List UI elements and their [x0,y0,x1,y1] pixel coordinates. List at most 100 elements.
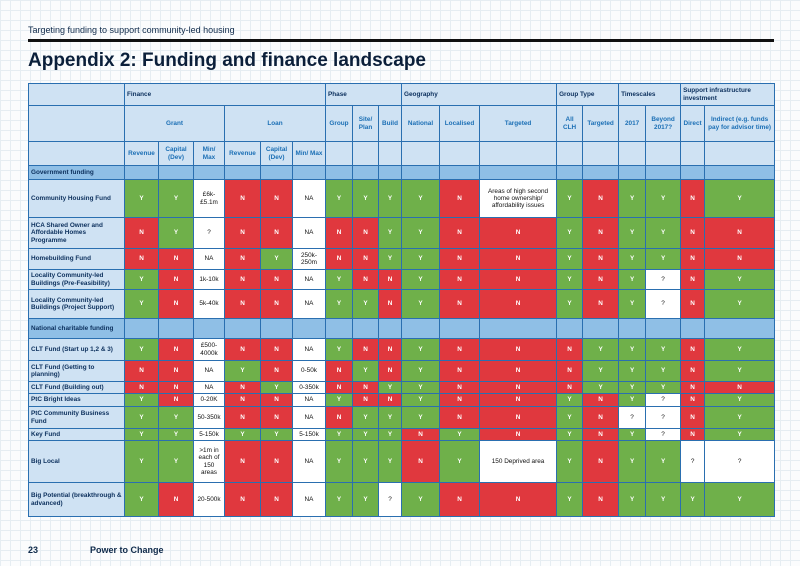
table-cell: Y [224,428,261,441]
table-row: HCA Shared Owner and Affordable Homes Pr… [28,217,776,249]
page-number: 23 [28,545,39,555]
column-header: National [401,105,441,142]
table-cell: Y [704,179,776,218]
table-row: CLT Fund (Building out) N N NA N Y 0-350k N N Y Y N… [28,381,776,394]
table-cell: Y [325,269,353,290]
table-cell: Y [377,381,403,394]
table-cell: N [479,381,558,394]
table-cell: Y [401,406,441,429]
table-cell: Y [439,440,481,483]
table-cell: N [352,217,379,249]
table-cell: N [704,381,776,394]
table-cell: NA [292,440,326,483]
section-fill-cell [704,318,776,339]
table-cell: Y [158,428,194,441]
section-fill-cell [158,165,194,180]
table-cell: Y [401,360,441,382]
section-fill-cell [352,318,379,339]
section-fill-cell [582,318,620,339]
table-cell: N [325,248,353,270]
table-cell: Y [325,393,353,407]
group-header-group-type: Group Type [556,83,620,106]
table-cell: N [124,248,159,270]
table-cell: Y [618,381,647,394]
table-cell: N [158,482,194,517]
table-row: Key Fund Y Y 5-150k Y Y 5-150k Y Y Y N Y N Y N Y? N Y [28,428,776,441]
table-cell: Y [352,440,379,483]
table-cell: N [582,248,620,270]
table-cell: NA [193,360,225,382]
table-cell: N [260,338,293,361]
section-fill-cell [193,318,225,339]
table-cell: Areas of high second home ownership/ aff… [479,179,558,218]
table-cell: N [479,217,558,249]
empty-header-cell [479,141,558,166]
fund-name: Big Potential (breakthrough & advanced) [28,482,125,517]
table-cell: NA [292,289,326,319]
table-cell: Y [439,428,481,441]
table-cell: 250k-250m [292,248,326,270]
table-cell: N [704,217,776,249]
group-header-timescales: Timescales [618,83,682,106]
table-cell: ? [645,269,682,290]
page-title: Appendix 2: Funding and finance landscap… [28,50,426,71]
table-cell: N [352,248,379,270]
table-cell: Y [352,482,379,517]
section-fill-cell [556,318,584,339]
fund-name: CLT Fund (Start up 1,2 & 3) [28,338,125,361]
section-label: Government funding [28,165,125,180]
column-header: Direct [680,105,706,142]
table-cell: N [377,338,403,361]
table-cell: Y [377,428,403,441]
table-cell: 150 Deprived area [479,440,558,483]
table-cell: ? [645,393,682,407]
table-cell: Y [325,440,353,483]
table-cell: 50-350k [193,406,225,429]
table-cell: Y [352,428,379,441]
table-cell: Y [158,406,194,429]
table-cell: N [582,428,620,441]
fund-name: CLT Fund (Getting to planning) [28,360,125,382]
table-cell: Y [124,406,159,429]
table-cell: N [479,269,558,290]
section-fill-cell [645,318,682,339]
table-cell: N [377,360,403,382]
section-fill-cell [377,165,403,180]
table-cell: N [224,393,261,407]
table-cell: Y [124,269,159,290]
page-footer: 23 Power to Change [28,545,164,555]
group-header-phase: Phase [324,83,403,106]
table-cell: Y [556,248,584,270]
table-cell: Y [124,482,159,517]
empty-header-cell [645,141,682,166]
table-cell: N [439,248,481,270]
section-fill-cell [292,318,326,339]
table-row: Locality Community-led Buildings (Projec… [28,289,776,319]
table-cell: Y [377,179,403,218]
fund-name: CLT Fund (Building out) [28,381,125,394]
table-cell: Y [352,289,379,319]
table-cell: N [556,338,584,361]
header-rule [28,39,774,42]
table-cell: N [224,179,261,218]
table-cell: N [352,381,379,394]
section-fill-cell [479,318,558,339]
section-fill-cell [401,165,441,180]
column-header: Revenue [224,141,261,166]
table-cell: N [224,338,261,361]
table-cell: Y [401,393,441,407]
group-header-support-infrastructure: Support infrastructure investment [680,83,776,106]
table-cell: Y [401,269,441,290]
table-cell: NA [292,217,326,249]
table-cell: NA [292,393,326,407]
table-cell: N [479,393,558,407]
column-header: Capital (Dev) [260,141,293,166]
table-cell: N [377,269,403,290]
column-header: Capital (Dev) [158,141,194,166]
column-header: Beyond 2017? [645,105,682,142]
table-cell: N [704,248,776,270]
funding-table-body: Government funding Community Housing Fund… [28,165,776,517]
table-row: CLT Fund (Start up 1,2 & 3) Y N £500-4000k N… [28,338,776,361]
section-fill-cell [401,318,441,339]
table-cell: N [260,269,293,290]
